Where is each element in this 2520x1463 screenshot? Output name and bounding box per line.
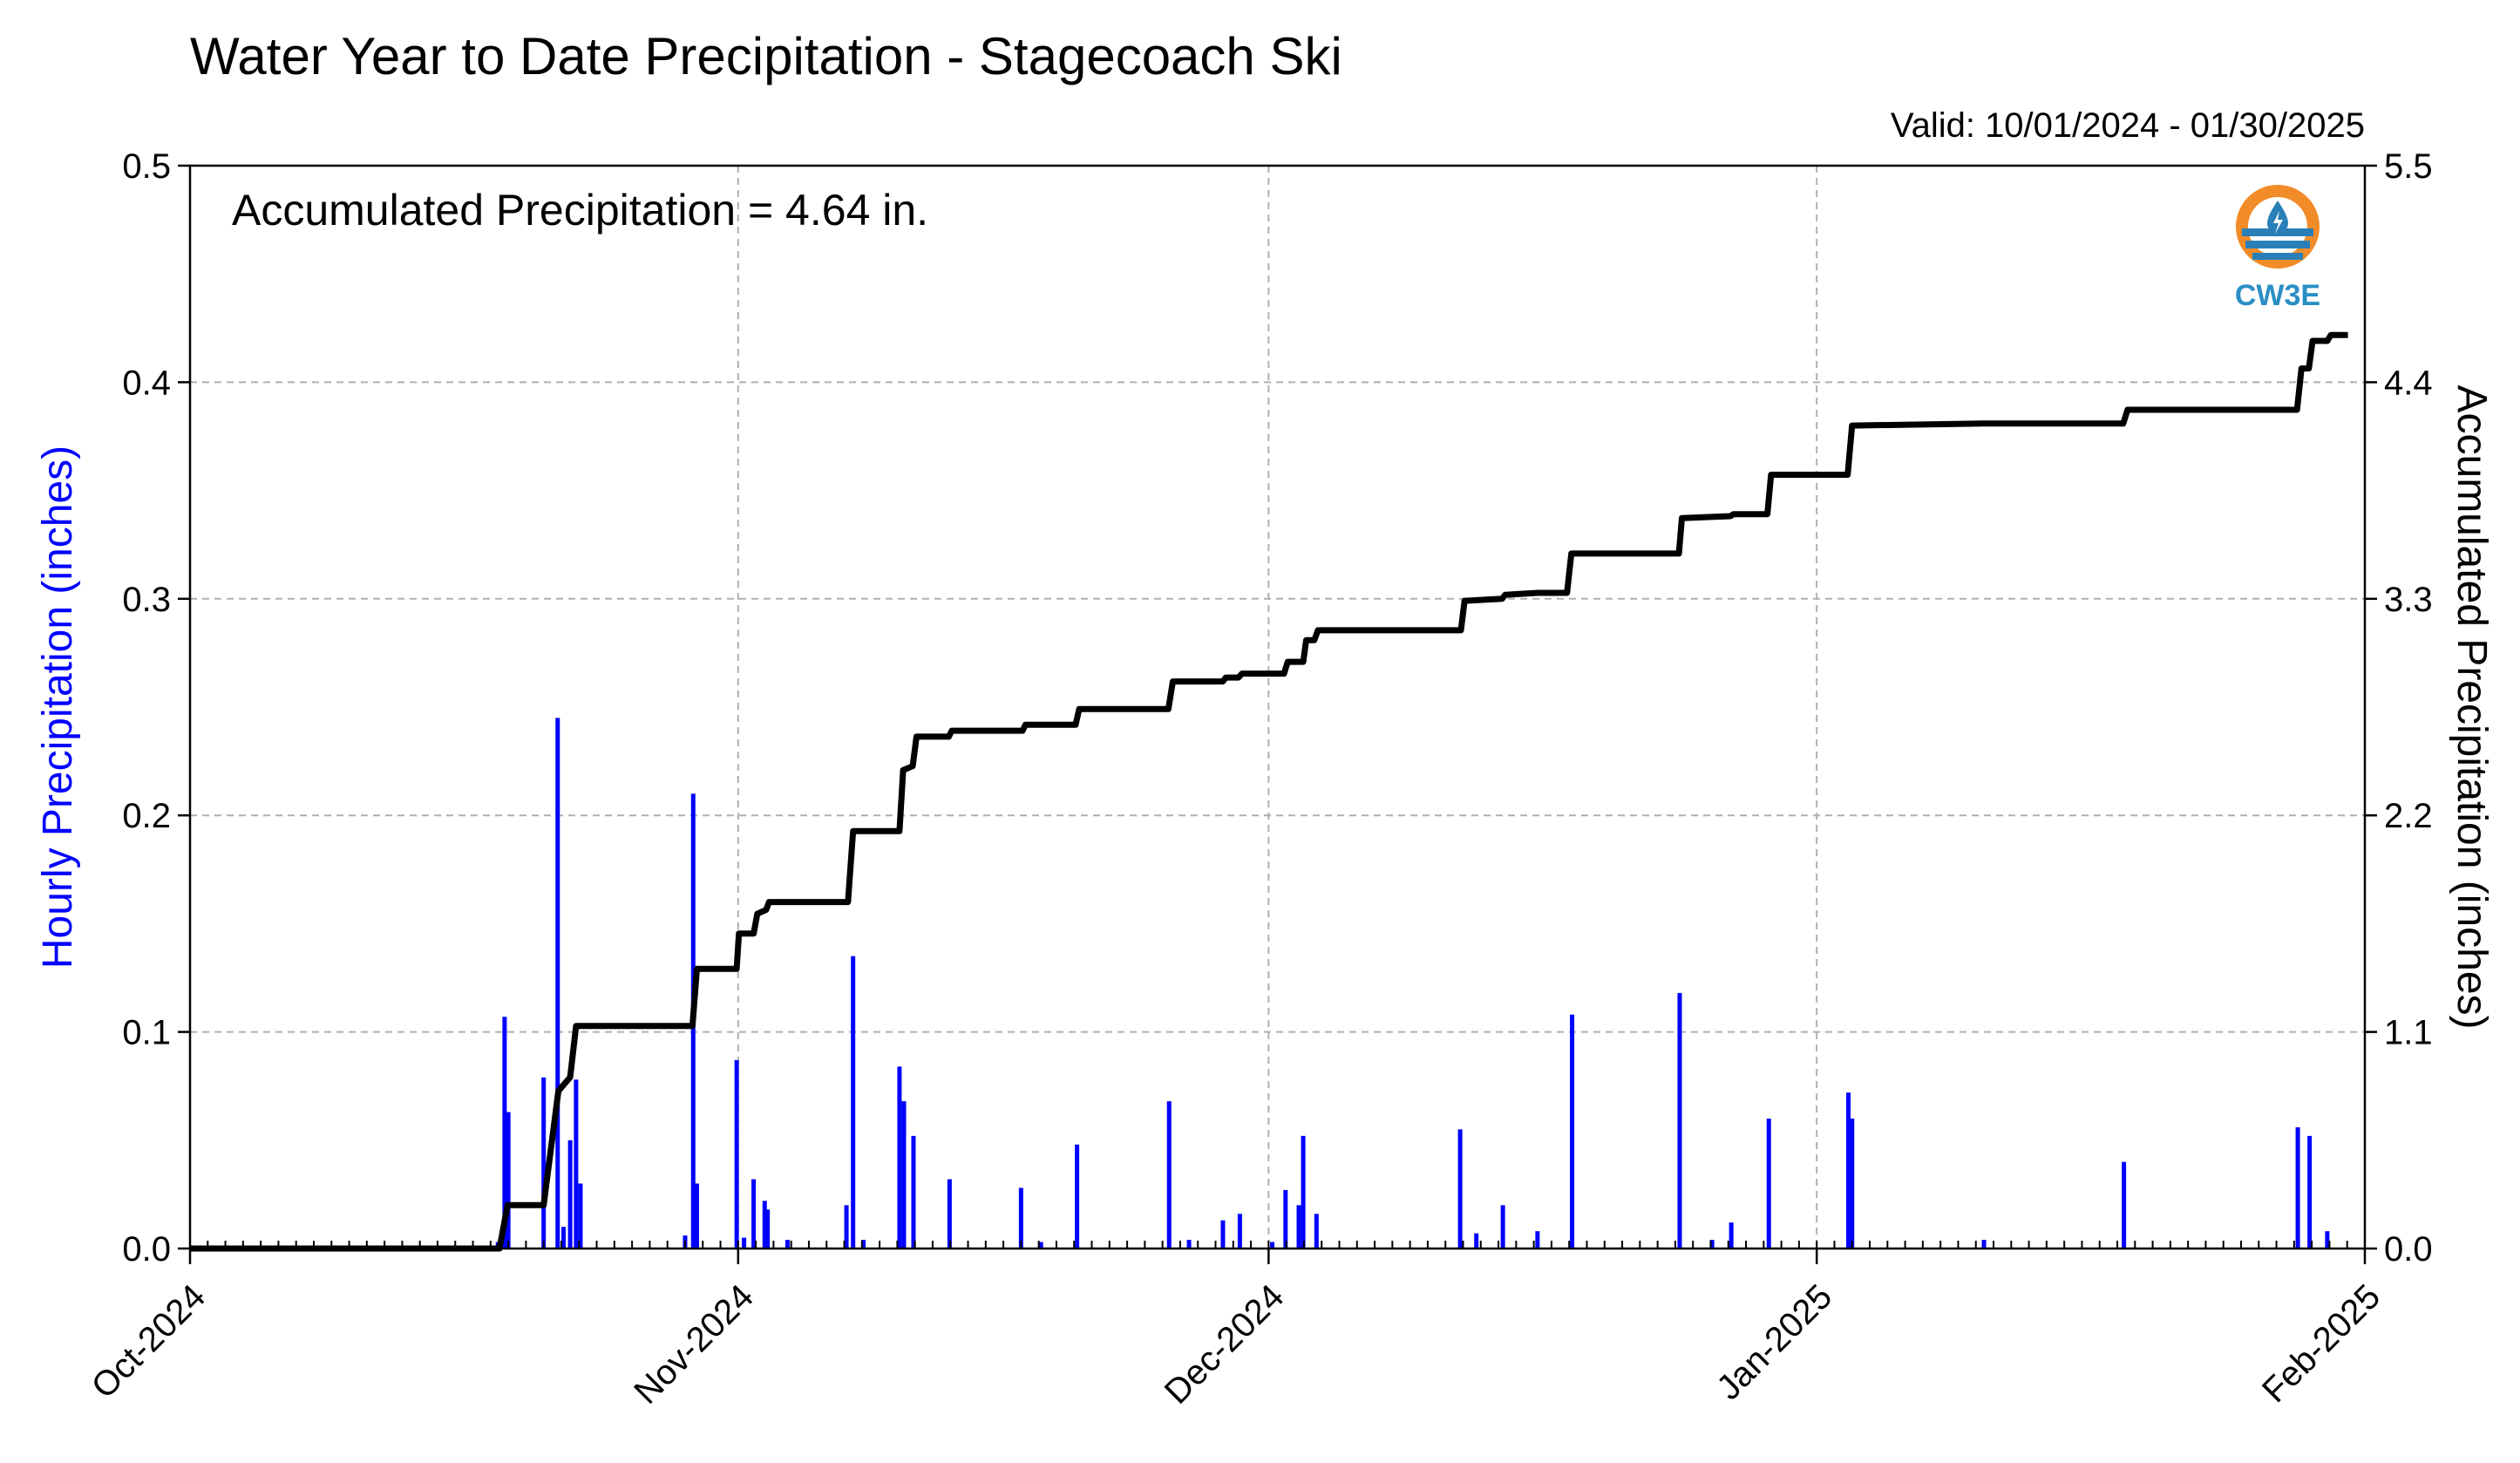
hourly-bar bbox=[1729, 1222, 1734, 1249]
y-right-axis-label: Accumulated Precipitation (inches) bbox=[2449, 384, 2495, 1029]
hourly-bar bbox=[1981, 1240, 1987, 1249]
x-tick-label: Dec-2024 bbox=[1158, 1277, 1292, 1412]
hourly-bar bbox=[734, 1059, 739, 1249]
hourly-bar bbox=[541, 1077, 547, 1249]
hourly-bar bbox=[1850, 1118, 1855, 1249]
hourly-bar bbox=[1570, 1014, 1575, 1249]
hourly-bar bbox=[947, 1179, 952, 1249]
hourly-bar bbox=[2122, 1161, 2127, 1249]
hourly-bar bbox=[1474, 1233, 1479, 1249]
y-left-tick-label: 0.5 bbox=[122, 147, 171, 186]
plot-frame bbox=[188, 164, 2367, 1250]
cw3e-logo-text: CW3E bbox=[2235, 279, 2320, 312]
x-tick-label: Oct-2024 bbox=[85, 1277, 213, 1405]
hourly-bar bbox=[1220, 1220, 1226, 1249]
valid-range: Valid: 10/01/2024 - 01/30/2025 bbox=[1890, 106, 2365, 145]
y-right-tick-label: 5.5 bbox=[2384, 147, 2433, 186]
hourly-bar bbox=[1766, 1118, 1771, 1249]
hourly-bar bbox=[844, 1205, 849, 1249]
hourly-bar bbox=[751, 1179, 757, 1249]
hourly-bar bbox=[1283, 1189, 1288, 1249]
y-left-tick-label: 0.4 bbox=[122, 364, 171, 402]
hourly-bar bbox=[502, 1017, 507, 1249]
hourly-bar bbox=[1846, 1092, 1851, 1249]
y-left-tick-label: 0.3 bbox=[122, 581, 171, 619]
hourly-bar bbox=[578, 1183, 583, 1249]
hourly-bar bbox=[694, 1183, 699, 1249]
chart-title: Water Year to Date Precipitation - Stage… bbox=[190, 27, 1342, 85]
y-right-tick-label: 4.4 bbox=[2384, 364, 2433, 402]
hourly-bar bbox=[2295, 1126, 2300, 1249]
hourly-bar bbox=[1237, 1214, 1242, 1249]
accumulated-annotation: Accumulated Precipitation = 4.64 in. bbox=[232, 186, 928, 235]
hourly-bar bbox=[1270, 1242, 1275, 1249]
y-right-tick-label: 1.1 bbox=[2384, 1014, 2433, 1052]
hourly-bar bbox=[2307, 1135, 2313, 1249]
hourly-bar bbox=[1038, 1242, 1043, 1249]
y-right-tick-label: 3.3 bbox=[2384, 581, 2433, 619]
hourly-bar bbox=[785, 1240, 790, 1249]
hourly-bar bbox=[1535, 1231, 1540, 1249]
hourly-bar bbox=[1075, 1144, 1080, 1249]
cw3e-logo-wave bbox=[2245, 241, 2310, 248]
hourly-bar bbox=[851, 956, 856, 1249]
hourly-bar bbox=[861, 1240, 866, 1249]
x-tick-label: Nov-2024 bbox=[627, 1277, 761, 1412]
hourly-bar bbox=[1709, 1240, 1715, 1249]
hourly-bar bbox=[1186, 1240, 1192, 1249]
hourly-bar bbox=[897, 1066, 902, 1249]
hourly-bar bbox=[911, 1135, 916, 1249]
hourly-bar bbox=[1018, 1187, 1023, 1249]
hourly-bar bbox=[555, 718, 560, 1249]
cw3e-logo-wave bbox=[2252, 253, 2303, 260]
x-tick-label: Jan-2025 bbox=[1709, 1277, 1839, 1407]
hourly-bar bbox=[574, 1079, 579, 1249]
hourly-bar bbox=[765, 1209, 771, 1249]
y-right-tick-label: 2.2 bbox=[2384, 797, 2433, 835]
accumulated-line bbox=[190, 331, 2348, 1252]
y-left-tick-label: 0.1 bbox=[122, 1014, 171, 1052]
hourly-bar bbox=[567, 1140, 573, 1249]
cw3e-logo: CW3E bbox=[2235, 185, 2320, 312]
hourly-bar bbox=[1166, 1101, 1172, 1249]
y-left-axis-label: Hourly Precipitation (inches) bbox=[35, 446, 81, 969]
x-tick-label: Feb-2025 bbox=[2255, 1277, 2388, 1410]
hourly-bar bbox=[742, 1237, 747, 1249]
hourly-bar bbox=[1457, 1129, 1463, 1249]
hourly-bar bbox=[506, 1112, 511, 1249]
hourly-bar bbox=[1296, 1205, 1301, 1249]
hourly-bar bbox=[2325, 1231, 2330, 1249]
hourly-bar bbox=[561, 1227, 567, 1249]
y-left-tick-label: 0.0 bbox=[122, 1230, 171, 1269]
y-left-tick-label: 0.2 bbox=[122, 797, 171, 835]
hourly-bar bbox=[762, 1201, 767, 1249]
hourly-bar bbox=[1314, 1214, 1319, 1249]
hourly-bar bbox=[901, 1101, 907, 1249]
y-right-tick-label: 0.0 bbox=[2384, 1230, 2433, 1269]
cw3e-logo-bolt bbox=[2273, 211, 2283, 234]
hourly-bar bbox=[1677, 992, 1682, 1249]
hourly-bar bbox=[1301, 1135, 1306, 1249]
hourly-bar bbox=[1500, 1205, 1505, 1249]
